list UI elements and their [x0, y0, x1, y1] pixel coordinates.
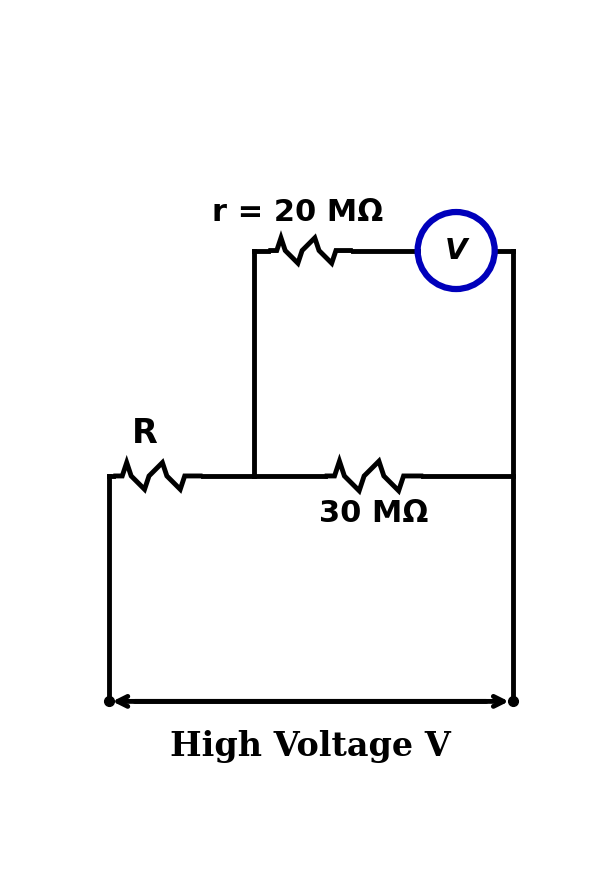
Text: V: V	[445, 237, 467, 264]
Text: High Voltage V: High Voltage V	[170, 729, 451, 762]
Text: r = 20 MΩ: r = 20 MΩ	[212, 198, 384, 227]
Text: 30 MΩ: 30 MΩ	[319, 499, 428, 529]
Text: R: R	[132, 418, 158, 450]
